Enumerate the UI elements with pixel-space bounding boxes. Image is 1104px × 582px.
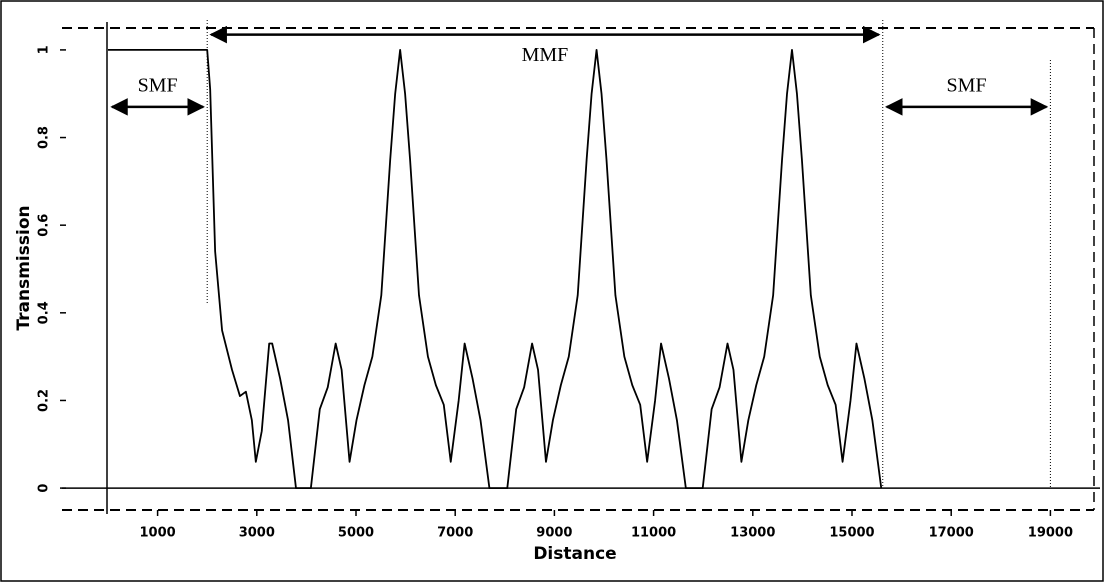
y-tick-label: 1 [37, 45, 52, 54]
y-tick-label: 0.8 [37, 126, 52, 149]
x-tick-label: 17000 [929, 526, 974, 541]
annotation-label: SMF [947, 74, 987, 96]
x-tick-label: 3000 [239, 526, 275, 541]
x-tick-label: 19000 [1028, 526, 1073, 541]
x-tick-label: 13000 [730, 526, 775, 541]
y-tick-label: 0.2 [37, 389, 52, 412]
annotation-label: MMF [522, 44, 569, 66]
x-tick-label: 1000 [140, 526, 176, 541]
y-tick-label: 0.4 [37, 301, 52, 324]
x-tick-label: 9000 [536, 526, 572, 541]
x-tick-label: 11000 [631, 526, 676, 541]
transmission-line [108, 49, 883, 489]
y-tick-label: 0.6 [37, 214, 52, 237]
y-axis-label: Transmission [14, 205, 34, 330]
x-tick-label: 15000 [829, 526, 874, 541]
x-tick-label: 7000 [437, 526, 473, 541]
x-tick-label: 5000 [338, 526, 374, 541]
annotation-label: SMF [138, 74, 178, 96]
x-axis-label: Distance [533, 544, 616, 564]
y-tick-label: 0 [37, 484, 52, 493]
